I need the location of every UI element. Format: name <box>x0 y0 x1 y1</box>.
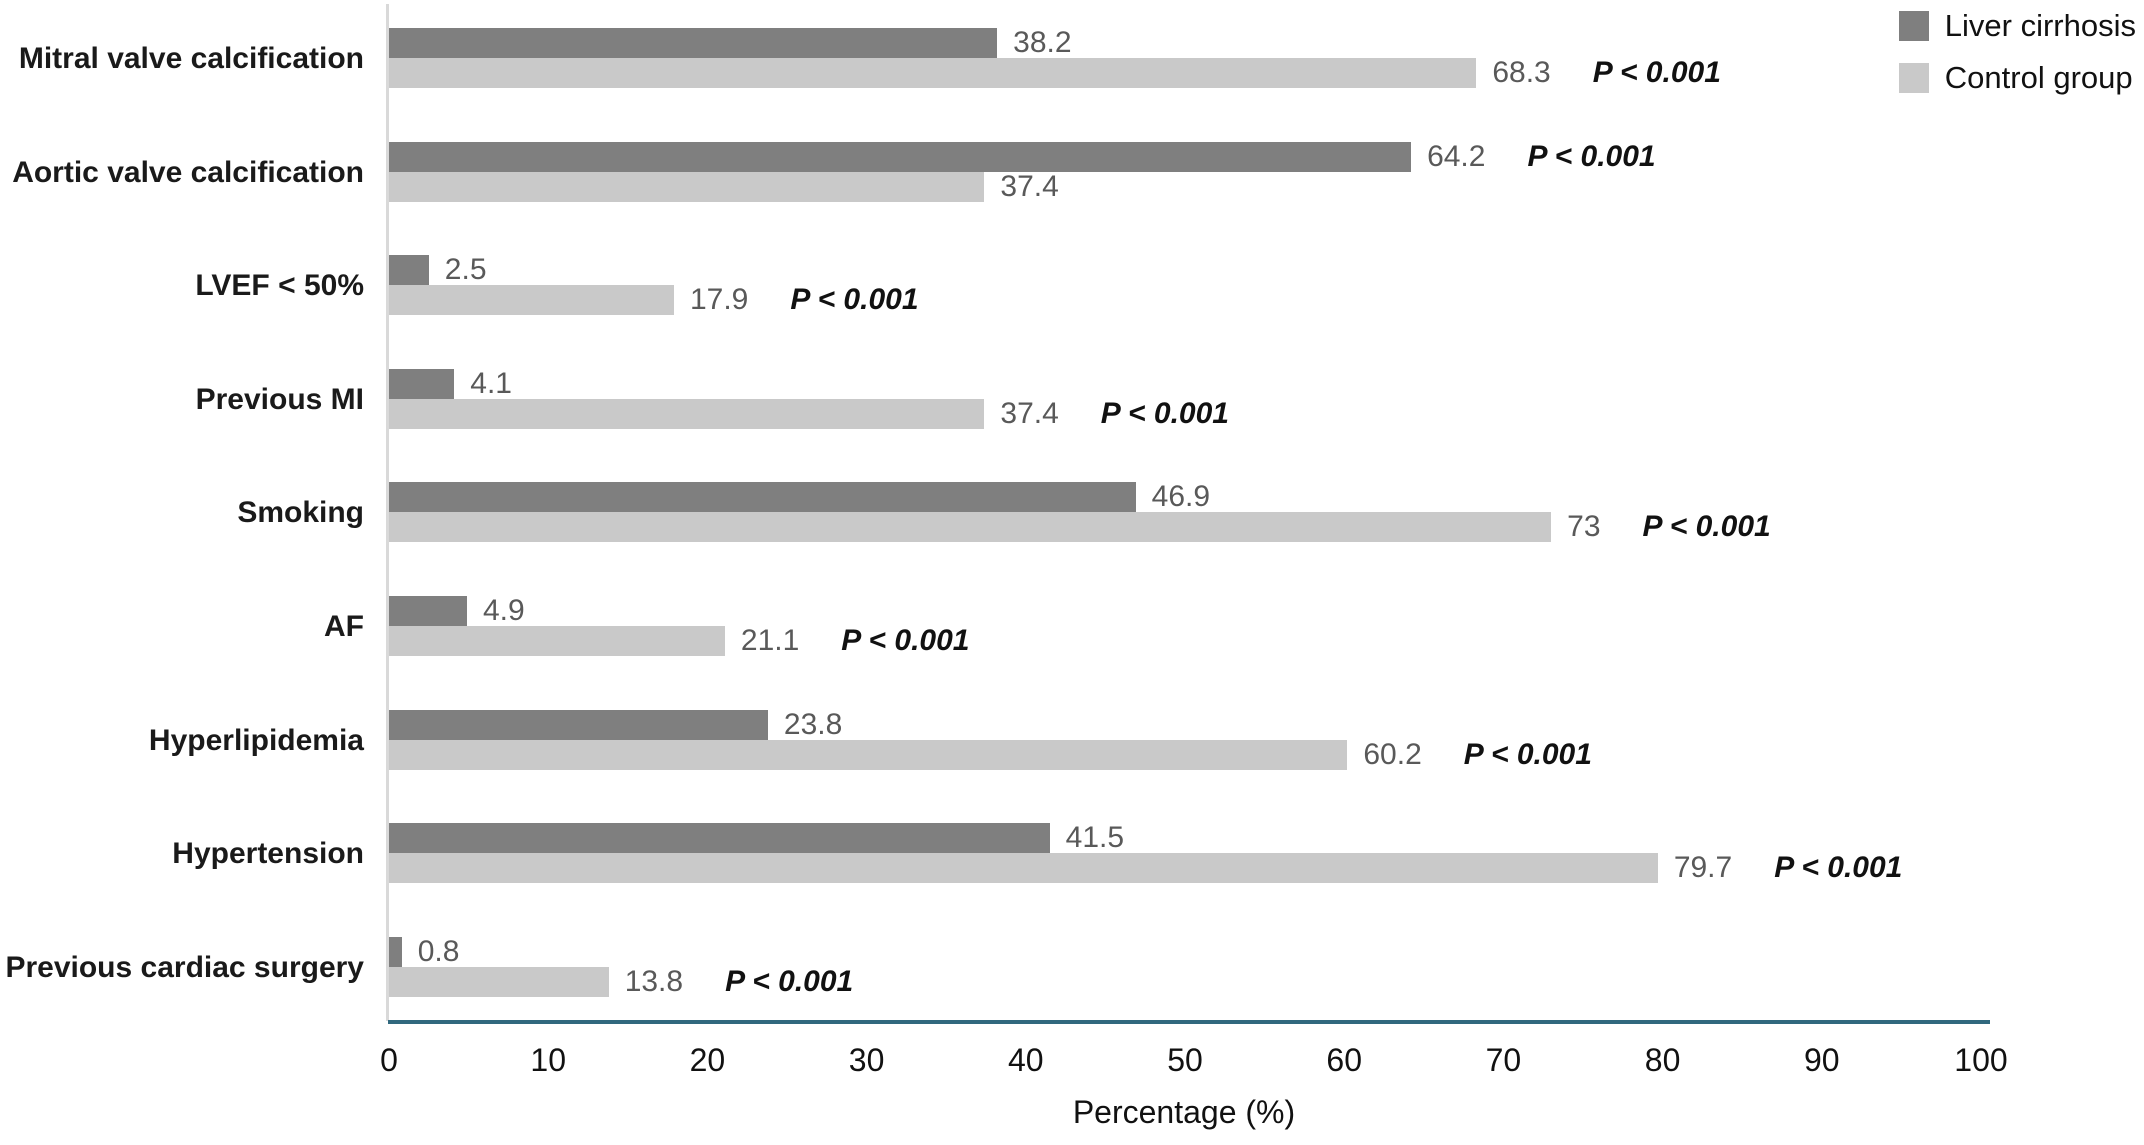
x-tick: 30 <box>848 1042 885 1078</box>
value-label: 73 <box>1567 510 1601 544</box>
bar-control-group <box>389 853 1658 884</box>
legend: Liver cirrhosis Control group <box>1898 8 2136 96</box>
bar-control-group <box>389 171 985 202</box>
x-axis-title: Percentage (%) <box>1072 1094 1296 1130</box>
bar-control-group <box>389 398 985 429</box>
value-label: 4.1 <box>470 366 512 400</box>
bar-annotation-row: 79.7 P < 0.001 <box>1673 851 1903 885</box>
p-value-label: P < 0.001 <box>841 624 970 657</box>
x-tick: 0 <box>380 1042 398 1078</box>
x-tick: 10 <box>530 1042 566 1078</box>
p-value-label: P < 0.001 <box>1774 851 1903 885</box>
p-value-label: P < 0.001 <box>725 964 854 998</box>
value-label: 17.9 <box>689 283 749 317</box>
bar-annotation-row: 64.2 P < 0.001 <box>1427 139 1656 173</box>
bar-annotation-row: 23.8 <box>783 707 843 741</box>
x-tick: 60 <box>1326 1042 1362 1078</box>
category-label: AF <box>324 610 364 643</box>
bar-liver-cirrhosis <box>389 596 467 626</box>
p-value-label: P < 0.001 <box>1642 510 1771 544</box>
bar-annotation-row: 4.9 <box>483 594 525 627</box>
x-tick: 20 <box>689 1042 726 1078</box>
bar-control-group <box>389 966 609 997</box>
legend-item-control-group: Control group <box>1898 60 2136 96</box>
value-label: 64.2 <box>1427 139 1486 173</box>
value-label: 60.2 <box>1363 737 1422 771</box>
legend-swatch-liver-cirrhosis <box>1898 11 1929 41</box>
bar-annotation-row: 68.3 P < 0.001 <box>1492 56 1721 89</box>
value-label: 2.5 <box>444 253 487 287</box>
value-label: 37.4 <box>1000 169 1059 203</box>
bar-annotation-row: 0.8 <box>417 934 460 968</box>
value-label: 41.5 <box>1065 821 1125 855</box>
bar-liver-cirrhosis <box>389 28 998 58</box>
bar-annotation-row: 37.4 <box>1000 169 1059 203</box>
bar-control-group <box>389 285 674 316</box>
legend-label-liver-cirrhosis: Liver cirrhosis <box>1944 8 2136 43</box>
category-label: Smoking <box>237 496 364 530</box>
bar-annotation-row: 37.4 P < 0.001 <box>1000 396 1229 430</box>
p-value-label: P < 0.001 <box>1463 737 1592 771</box>
bar-control-group <box>389 739 1348 770</box>
p-value-label: P < 0.001 <box>1592 56 1721 89</box>
bar-liver-cirrhosis <box>389 255 429 286</box>
value-label: 21.1 <box>740 624 800 657</box>
value-label: 0.8 <box>417 934 460 968</box>
value-label: 13.8 <box>624 964 684 998</box>
category-label: Aortic valve calcification <box>12 155 364 189</box>
x-tick: 50 <box>1167 1042 1203 1078</box>
value-label: 4.9 <box>483 594 525 627</box>
value-label: 23.8 <box>783 707 843 741</box>
bar-annotation-row: 13.8 P < 0.001 <box>624 964 854 998</box>
bar-annotation-row: 4.1 <box>470 366 512 400</box>
y-axis-line <box>386 4 389 1021</box>
x-tick: 40 <box>1008 1042 1044 1078</box>
value-label: 37.4 <box>1000 396 1059 430</box>
category-label: Mitral valve calcification <box>18 42 364 75</box>
p-value-label: P < 0.001 <box>1100 396 1229 430</box>
p-value-label: P < 0.001 <box>1527 139 1656 173</box>
category-label: Previous cardiac surgery <box>5 950 364 984</box>
bar-annotation-row: 73 P < 0.001 <box>1567 510 1771 544</box>
bar-liver-cirrhosis <box>389 709 768 740</box>
value-label: 38.2 <box>1013 26 1072 59</box>
value-label: 46.9 <box>1151 480 1211 514</box>
bar-control-group <box>389 58 1477 88</box>
bar-liver-cirrhosis <box>389 823 1050 854</box>
value-label: 79.7 <box>1673 851 1733 885</box>
bar-annotation-row: 60.2 P < 0.001 <box>1363 737 1592 771</box>
bar-liver-cirrhosis <box>389 141 1412 172</box>
p-value-label: P < 0.001 <box>790 283 919 317</box>
category-label: Hyperlipidemia <box>148 723 364 757</box>
bar-annotation-row: 21.1 P < 0.001 <box>740 624 970 657</box>
legend-item-liver-cirrhosis: Liver cirrhosis <box>1898 8 2136 44</box>
x-tick: 70 <box>1485 1042 1522 1078</box>
bar-annotation-row: 38.2 <box>1013 26 1072 59</box>
category-label: LVEF < 50% <box>195 269 364 303</box>
bar-liver-cirrhosis <box>389 936 402 967</box>
bar-annotation-row: 46.9 <box>1151 480 1211 514</box>
legend-swatch-control-group <box>1898 63 1929 93</box>
bar-control-group <box>389 512 1552 543</box>
bar-annotation-row: 2.5 <box>444 253 487 287</box>
x-axis-line <box>388 1020 1990 1024</box>
x-tick: 100 <box>1954 1042 2008 1078</box>
x-tick: 80 <box>1644 1042 1681 1078</box>
value-label: 68.3 <box>1492 56 1551 89</box>
bar-control-group <box>389 626 725 656</box>
legend-label-control-group: Control group <box>1944 60 2133 95</box>
bar-annotation-row: 41.5 <box>1065 821 1125 855</box>
bar-annotation-row: 17.9 P < 0.001 <box>689 283 919 317</box>
category-label: Hypertension <box>172 837 364 871</box>
x-tick: 90 <box>1804 1042 1840 1078</box>
category-label: Previous MI <box>195 382 364 416</box>
bar-liver-cirrhosis <box>389 368 455 399</box>
bar-liver-cirrhosis <box>389 482 1136 513</box>
